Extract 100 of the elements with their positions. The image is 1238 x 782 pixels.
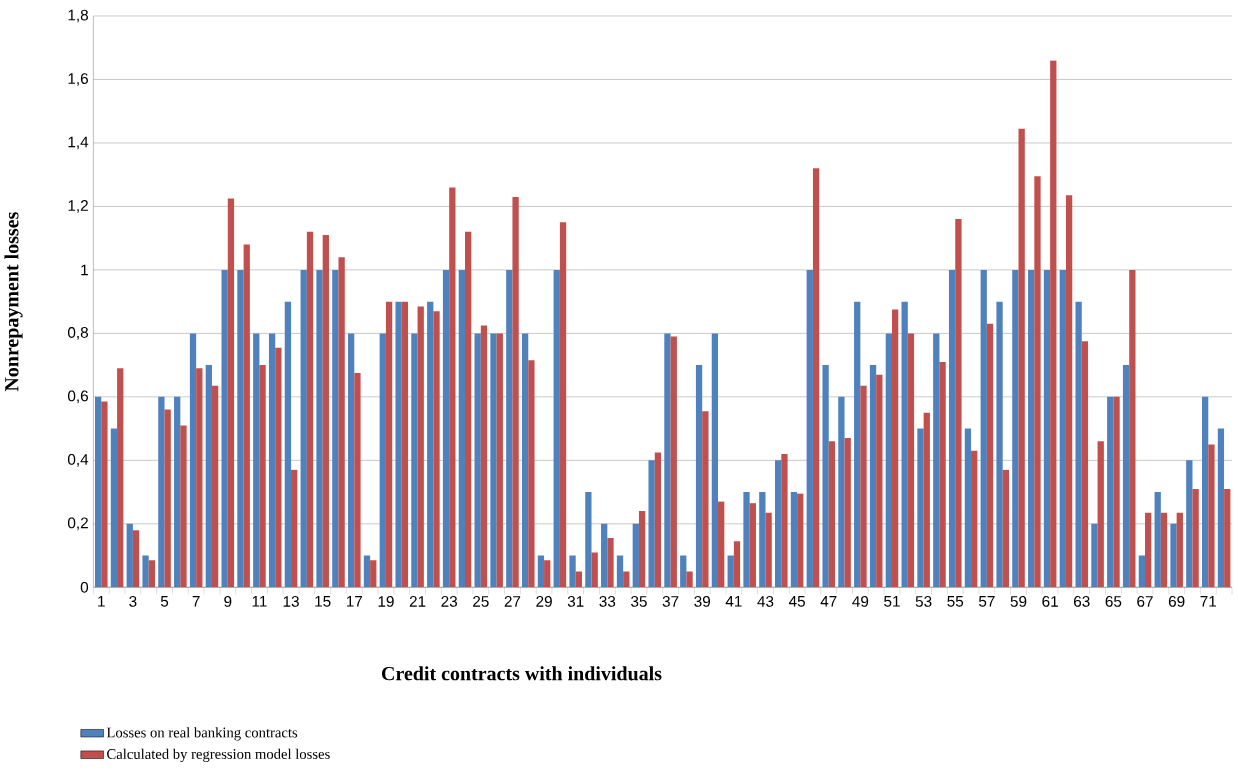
x-tick-label: 29	[536, 595, 552, 607]
x-tick-label: 49	[852, 595, 869, 607]
bar	[417, 306, 424, 588]
bar	[1097, 441, 1104, 588]
bar	[1192, 488, 1199, 588]
x-tick-label: 45	[788, 595, 805, 607]
bar	[790, 492, 798, 588]
bar	[433, 311, 440, 588]
bar	[1186, 460, 1193, 588]
bar	[638, 511, 646, 588]
bar	[923, 412, 930, 588]
bar	[363, 555, 371, 588]
y-axis-title: Nonrepayment losses	[4, 212, 23, 392]
x-tick-label: 11	[252, 595, 267, 607]
bar	[117, 368, 124, 588]
x-tick-label: 23	[441, 595, 458, 607]
x-tick-label: 15	[315, 595, 331, 607]
bar	[601, 523, 608, 588]
x-tick-label: 33	[599, 595, 616, 607]
bar	[528, 360, 535, 588]
bar	[1002, 469, 1009, 588]
x-tick-label: 55	[947, 595, 964, 607]
x-tick-label: 71	[1200, 595, 1217, 607]
bar	[370, 560, 377, 588]
bar	[718, 501, 725, 588]
bar	[474, 333, 481, 588]
x-tick-label: 53	[915, 595, 932, 607]
bar	[268, 333, 276, 588]
bar	[860, 385, 867, 588]
bar	[695, 365, 703, 588]
x-tick-label: 1	[98, 595, 105, 607]
bar	[205, 365, 212, 588]
x-tick-label: 67	[1137, 595, 1153, 607]
bar	[1208, 444, 1215, 588]
legend-label: Losses on real banking contracts	[106, 727, 298, 741]
bar	[354, 373, 361, 588]
bar	[781, 453, 788, 588]
bar	[221, 269, 228, 588]
x-tick-label: 37	[662, 595, 679, 607]
x-tick-label: 35	[631, 595, 647, 607]
bar	[300, 269, 307, 588]
bar	[812, 168, 820, 588]
legend-label: Calculated by regression model losses	[107, 748, 330, 762]
bar	[480, 325, 488, 588]
bar	[1145, 512, 1152, 588]
x-tick-label: 3	[129, 595, 137, 607]
bar	[544, 560, 551, 588]
bar	[702, 411, 709, 588]
x-tick-label: 65	[1105, 595, 1122, 607]
bar	[1138, 555, 1146, 588]
bar	[332, 269, 339, 588]
bar	[1113, 396, 1120, 588]
bar	[322, 234, 329, 588]
bar	[759, 492, 766, 588]
bar	[559, 222, 567, 588]
x-tick-label: 31	[567, 595, 584, 607]
bar	[132, 530, 140, 588]
bar	[743, 492, 750, 588]
bar	[971, 450, 978, 588]
bar	[338, 257, 345, 588]
x-tick-label: 43	[757, 595, 774, 607]
y-tick-label: 0,8	[67, 327, 88, 340]
bar	[1018, 128, 1025, 588]
x-tick-label: 25	[473, 595, 489, 607]
x-tick-label: 51	[884, 595, 900, 607]
bar	[243, 244, 250, 588]
bar	[733, 541, 741, 588]
bar	[980, 269, 987, 588]
x-tick-label: 5	[160, 595, 169, 607]
x-tick-label: 61	[1042, 595, 1058, 607]
bar	[521, 333, 529, 588]
y-tick-label: 1,4	[68, 136, 89, 150]
bar	[284, 301, 292, 588]
bar	[1050, 60, 1057, 588]
bar	[632, 523, 639, 588]
bar	[765, 512, 772, 588]
bar	[876, 374, 883, 588]
bar	[670, 336, 677, 588]
bar	[1122, 365, 1130, 588]
bar	[227, 198, 235, 588]
bar	[348, 333, 355, 588]
bar	[465, 231, 472, 588]
bar	[939, 361, 946, 588]
bar	[237, 269, 244, 588]
bar	[806, 269, 813, 588]
bar	[458, 269, 466, 588]
y-tick-label: 1,8	[68, 9, 88, 23]
bar	[1065, 195, 1073, 588]
bar	[917, 428, 924, 588]
bar	[844, 438, 851, 588]
bar	[933, 333, 940, 588]
bar	[196, 368, 203, 588]
bar	[797, 493, 804, 588]
bar	[686, 571, 693, 588]
bar	[306, 231, 314, 588]
bar	[1107, 396, 1114, 588]
bar	[607, 538, 614, 588]
bar	[537, 555, 545, 588]
y-tick-label: 0,6	[67, 390, 88, 404]
bar	[623, 571, 630, 588]
